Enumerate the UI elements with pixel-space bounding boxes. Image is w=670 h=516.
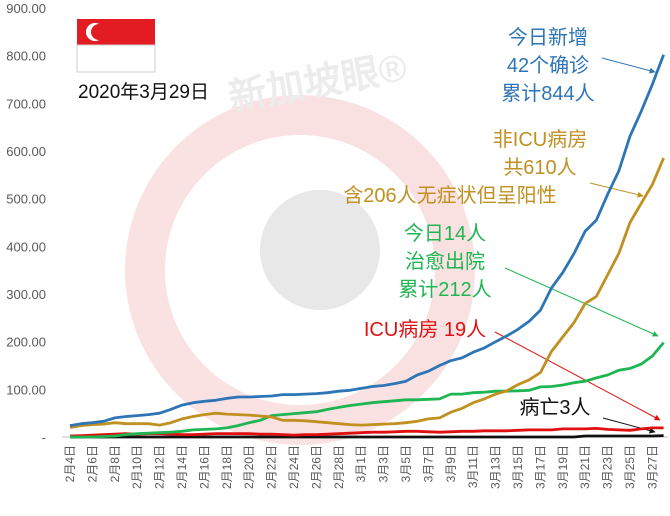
flag [76,19,156,73]
annotation: 42个确诊 [507,54,589,77]
x-tick-label: 2月22日 [265,445,279,489]
x-tick-label: 2月8日 [108,445,122,482]
x-tick-label: 3月13日 [489,445,503,489]
x-tick-label: 2月14日 [175,445,189,489]
series-line [69,426,664,438]
x-tick-label: 3月11日 [466,445,480,488]
annotation: 非ICU病房 [493,128,587,151]
annotation: 病亡3人 [519,396,590,419]
watermark: 新加坡眼® [125,47,475,445]
annotation: 含206人无症状但呈阳性 [343,184,556,207]
x-tick-label: 2月26日 [309,445,323,489]
annotation: ICU病房 19人 [364,318,486,341]
x-tick-label: 2月10日 [130,445,144,489]
x-tick-label: 3月15日 [511,445,525,489]
x-tick-label: 3月9日 [444,445,458,482]
x-tick-label: 3月1日 [354,445,368,482]
x-tick-label: 3月17日 [533,445,547,489]
y-tick-label: 400.00 [6,239,46,254]
series-line [70,434,664,439]
watermark-ring [125,95,475,445]
annotation: 共610人 [503,156,576,179]
watermark-dot [260,190,380,310]
flag-moon-cut [91,24,107,40]
series-line [69,54,665,427]
flag-white [76,44,156,73]
x-tick-label: 2月28日 [332,445,346,489]
x-tick-label: 3月3日 [377,445,391,482]
x-tick-label: 3月23日 [601,445,615,489]
x-tick-label: 3月7日 [421,445,435,482]
date-text: 2020年3月29日 [78,81,209,103]
x-tick-label: 3月27日 [645,445,659,489]
y-tick-label: 300.00 [6,287,46,302]
series-line [70,341,665,439]
y-tick-label: 200.00 [6,335,46,350]
annotation: 今日14人 [404,222,486,245]
arrow [601,57,656,74]
x-tick-label: 3月5日 [399,445,413,482]
annotation: 累计844人 [501,82,594,105]
annotation: 累计212人 [398,278,491,301]
arrow [589,182,644,198]
x-tick-label: 2月16日 [197,445,211,489]
arrow [494,331,661,421]
x-tick-label: 2月4日 [63,445,77,482]
y-tick-label: 100.00 [6,382,46,397]
y-tick-label: 900.00 [6,1,46,16]
annotation: 今日新增 [508,26,588,49]
x-tick-label: 2月24日 [287,445,301,489]
x-tick-label: 3月25日 [623,445,637,489]
x-tick-label: 2月6日 [85,445,99,482]
x-tick-label: 2月18日 [220,445,234,489]
y-tick-label: 500.00 [6,192,46,207]
y-tick-label: 700.00 [6,96,46,111]
annotation: 治愈出院 [405,250,485,273]
x-tick-label: 3月19日 [556,445,570,489]
x-tick-label: 2月20日 [242,445,256,489]
arrow [504,267,659,337]
series-line [69,157,665,429]
y-tick-label: 800.00 [6,49,46,64]
y-tick-label: - [42,430,46,445]
x-tick-label: 2月12日 [153,445,167,489]
y-tick-label: 600.00 [6,144,46,159]
x-tick-label: 3月21日 [578,445,592,489]
